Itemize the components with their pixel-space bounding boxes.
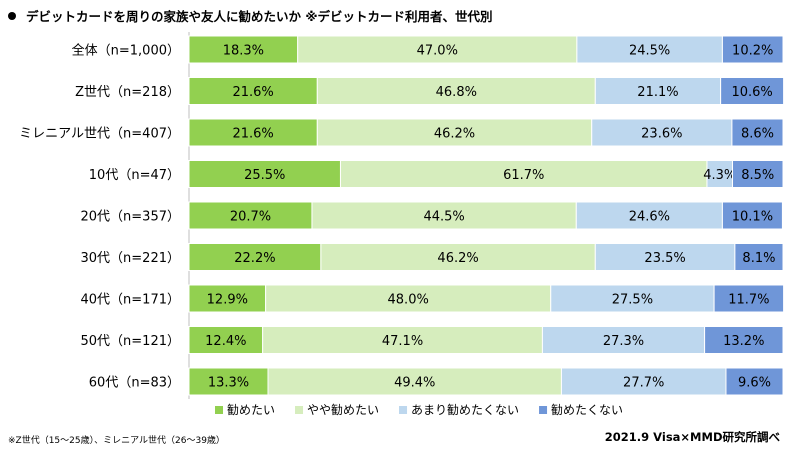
data-label: 46.2% xyxy=(434,127,475,142)
data-label: 12.4% xyxy=(205,334,246,349)
category-label: 全体（n=1,000） xyxy=(72,43,180,59)
bar-segment xyxy=(188,243,322,271)
bar-segment xyxy=(265,284,552,313)
data-label: 18.3% xyxy=(223,44,264,59)
legend-swatch xyxy=(399,406,408,414)
bar-segment xyxy=(188,201,313,230)
bar-segment xyxy=(560,367,727,396)
bar-segment xyxy=(316,77,596,105)
legend-label: やや勧めたい xyxy=(307,403,379,417)
bar-segment xyxy=(262,326,543,354)
category-label: 10代（n=47） xyxy=(89,168,180,183)
data-label: 61.7% xyxy=(503,168,544,183)
bar-segment xyxy=(316,118,593,147)
data-label: 20.7% xyxy=(230,210,271,225)
bar-segment xyxy=(731,118,784,147)
data-label: 13.2% xyxy=(723,334,764,349)
chart-title: デビットカードを周りの家族や友人に勧めたいか ※デビットカード利用者、世代別 xyxy=(8,6,493,25)
data-label: 23.6% xyxy=(641,127,682,142)
bar-segment xyxy=(188,35,299,64)
category-label: ミレニアル世代（n=407） xyxy=(19,127,180,142)
data-label: 4.3% xyxy=(703,168,736,183)
data-label: 49.4% xyxy=(394,376,435,391)
data-label: 10.2% xyxy=(732,44,773,59)
bar-segment xyxy=(188,118,318,147)
data-label: 27.3% xyxy=(603,334,644,349)
bar-segment xyxy=(188,326,264,354)
category-label: 30代（n=221） xyxy=(81,251,181,266)
bar-segment xyxy=(576,35,723,64)
data-label: 12.9% xyxy=(207,293,248,308)
data-label: 9.6% xyxy=(738,376,771,391)
bar-segment xyxy=(188,77,318,105)
bar-segment xyxy=(575,201,723,230)
bar-segment xyxy=(311,201,577,230)
data-label: 21.6% xyxy=(232,85,273,100)
bar-segment xyxy=(188,160,341,188)
bar-segment xyxy=(188,367,269,396)
bar-segment xyxy=(188,284,267,313)
data-label: 27.5% xyxy=(612,293,653,308)
data-label: 21.6% xyxy=(232,127,273,142)
data-label: 8.5% xyxy=(741,168,774,183)
bar-segment xyxy=(725,367,784,396)
bar-segment xyxy=(734,243,784,271)
data-label: 48.0% xyxy=(388,293,429,308)
bullet-icon xyxy=(8,11,16,20)
legend-label: 勧めたい xyxy=(227,403,275,417)
data-label: 27.7% xyxy=(623,376,664,391)
bar-segment xyxy=(713,284,785,313)
bar-segment xyxy=(594,243,736,271)
footnote: ※Z世代（15～25歳）、ミレニアル世代（26～39歳） xyxy=(8,436,225,446)
data-label: 13.3% xyxy=(208,376,249,391)
bar-segment xyxy=(706,160,734,188)
data-label: 47.1% xyxy=(382,334,423,349)
bar-segment xyxy=(732,160,784,188)
bar-segment xyxy=(339,160,708,188)
data-label: 44.5% xyxy=(423,210,464,225)
chart-title-text: デビットカードを周りの家族や友人に勧めたいか ※デビットカード利用者、世代別 xyxy=(26,9,493,24)
category-label: 40代（n=171） xyxy=(81,293,181,308)
legend-swatch xyxy=(539,406,548,414)
bar-segment xyxy=(320,243,596,271)
data-label: 25.5% xyxy=(244,168,285,183)
bar-segment xyxy=(591,118,733,147)
data-label: 22.2% xyxy=(234,251,275,266)
bar-segment xyxy=(721,35,784,64)
data-label: 10.1% xyxy=(732,210,773,225)
category-label: 20代（n=357） xyxy=(81,210,181,225)
bar-segment xyxy=(297,35,578,64)
category-label: 50代（n=121） xyxy=(81,334,181,349)
data-label: 11.7% xyxy=(728,293,769,308)
bar-segment xyxy=(704,326,784,354)
data-label: 10.6% xyxy=(731,85,772,100)
bar-segment xyxy=(720,77,785,105)
category-label: 60代（n=83） xyxy=(89,376,180,391)
data-label: 8.1% xyxy=(742,251,775,266)
category-label: Z世代（n=218） xyxy=(75,85,180,100)
legend-label: 勧めたくない xyxy=(551,403,623,417)
data-label: 24.5% xyxy=(629,44,670,59)
data-label: 46.2% xyxy=(437,251,478,266)
legend-label: あまり勧めたくない xyxy=(411,403,519,417)
data-label: 23.5% xyxy=(644,251,685,266)
source-credit: 2021.9 Visa×MMD研究所調べ xyxy=(604,430,780,444)
legend-swatch xyxy=(295,406,304,414)
bar-segment xyxy=(721,201,783,230)
data-label: 8.6% xyxy=(741,127,774,142)
legend-swatch xyxy=(215,406,223,414)
data-label: 21.1% xyxy=(637,85,678,100)
bar-segment xyxy=(541,326,706,354)
data-label: 24.6% xyxy=(629,210,670,225)
data-label: 46.8% xyxy=(436,85,477,100)
data-label: 47.0% xyxy=(417,44,458,59)
